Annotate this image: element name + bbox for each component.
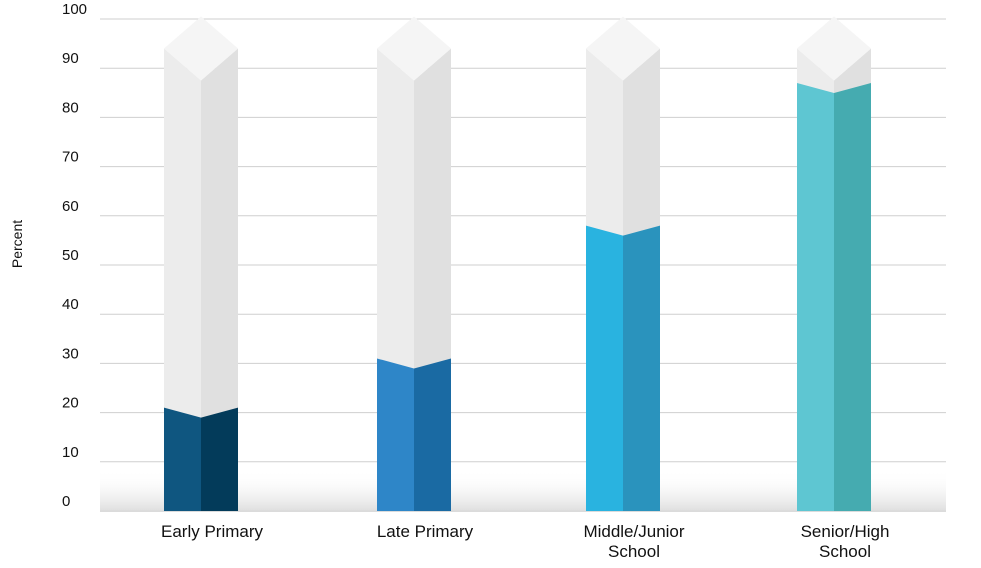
bar-background-side [201,48,238,512]
bar-group [797,16,871,512]
bar-background-top [797,16,871,81]
y-tick-label: 40 [62,296,79,313]
y-tick-label: 10 [62,444,79,461]
x-axis-labels: Early Primary Late Primary Middle/Junior Sc… [161,522,889,561]
y-tick-label: 100 [62,1,87,18]
y-tick-label: 90 [62,50,79,67]
x-category-label-line: Senior/High [801,522,890,541]
bar-value-side [623,225,660,511]
bar-value-side [414,358,451,511]
bar-group [377,16,451,512]
x-category-label-line: Middle/Junior [583,522,684,541]
x-category-label: Middle/Junior School [583,522,684,561]
x-category-label-line: Early Primary [161,522,264,541]
y-axis-label: Percent [9,220,25,268]
y-tick-label: 0 [62,493,70,510]
y-tick-label: 20 [62,395,79,412]
bar-value-front [797,82,834,512]
x-category-label: Senior/High School [801,522,890,561]
y-tick-label: 30 [62,345,79,362]
x-category-label-line: Late Primary [377,522,474,541]
bar-background-top [377,16,451,81]
bar-background-front [164,48,201,512]
bars [164,16,871,512]
y-tick-label: 60 [62,198,79,215]
bar-group [164,16,238,512]
bar-value-front [164,407,201,511]
x-category-label: Late Primary [377,522,474,541]
bar-value-side [834,82,871,512]
bar-background-top [586,16,660,81]
y-tick-label: 80 [62,99,79,116]
bar-background-top [164,16,238,81]
y-tick-label: 70 [62,149,79,166]
x-category-label-line: School [608,542,660,561]
bar-value-side [201,407,238,511]
bar-value-front [377,358,414,511]
y-tick-label: 50 [62,247,79,264]
x-category-label-line: School [819,542,871,561]
y-axis-title: Percent [9,220,25,268]
x-category-label: Early Primary [161,522,264,541]
bar-group [586,16,660,512]
bar-value-front [586,225,623,511]
y-axis-ticks: 0 10 20 30 40 50 60 70 80 90 100 [62,1,87,510]
